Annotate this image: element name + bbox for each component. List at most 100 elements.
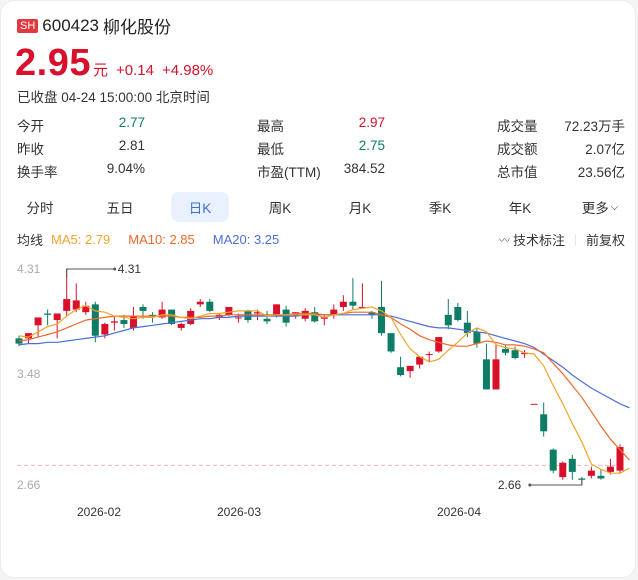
tab-2[interactable]: 日K [171,192,229,222]
stat-item: 今开 2.77 [17,115,145,135]
candle [502,344,510,356]
candle [473,327,481,348]
stock-title-row: SH 600423 柳化股份 [17,13,171,38]
candle [397,356,405,377]
price-row: 2.95 元 +0.14 +4.98% [15,43,213,83]
stat-value: 2.81 [118,137,145,153]
stats-row: 今开 2.77 最高 2.97 成交量 72.23万手 [17,113,625,136]
tab-5[interactable]: 季K [411,192,469,222]
tech-annotation-label: 技术标注 [512,233,565,248]
tab-6[interactable]: 年K [491,192,549,222]
stat-value: 384.52 [343,160,385,176]
min-annotation-label: 2.66 [498,478,522,492]
tab-0[interactable]: 分时 [11,192,69,222]
candle [110,316,118,331]
candle [444,299,452,330]
stat-item: 总市值 23.56亿 [497,161,625,181]
adjust-button[interactable]: 前复权 [585,233,625,248]
tab-label: 更多 [581,201,609,216]
tab-label: 周K [268,201,292,216]
tech-annotation-toggle[interactable]: 〰 技术标注 [499,230,565,249]
ma20-value: MA20: 3.25 [212,232,280,247]
candle [530,403,538,405]
candle [378,280,386,336]
divider [574,233,576,246]
stat-item: 最低 2.75 [257,138,385,158]
tab-3[interactable]: 周K [251,192,309,222]
candle [416,356,424,369]
tab-label: 五日 [106,201,134,216]
market-status: 已收盘 04-24 15:00:00 北京时间 [17,90,210,105]
max-annotation-line [66,268,115,277]
max-annotation-label: 4.31 [118,262,142,276]
stat-value: 2.75 [358,137,385,153]
candle [521,350,529,359]
chart-options: 〰 技术标注 前复权 [499,230,625,249]
ma10-value: MA10: 2.85 [128,232,195,247]
candle [454,303,462,322]
tab-label: 年K [508,201,532,216]
candle [82,301,90,315]
stats-row: 换手率 9.04% 市盈(TTM) 384.52 总市值 23.56亿 [17,159,625,182]
candle [387,333,395,353]
ma-legend-bar: 均线 MA5: 2.79 MA10: 2.85 MA20: 3.25 〰 技术标… [17,230,625,249]
candle [215,313,223,321]
min-annotation-line [529,479,583,486]
period-tabs: 分时 五日 日K 周K 月K 季K 年K 更多 ⌵ [11,192,629,222]
candle [25,333,33,344]
candle [549,448,557,474]
exchange-badge: SH [17,18,39,33]
tab-1[interactable]: 五日 [91,192,149,222]
stat-item: 成交量 72.23万手 [497,115,625,135]
candle [406,365,414,378]
stat-item: 成交额 2.07亿 [497,138,625,158]
candle [559,461,567,480]
stat-value: 2.07亿 [585,141,625,157]
candle [91,301,99,343]
stat-label: 市盈(TTM) [257,164,321,180]
ma20-line [18,314,630,409]
candle [196,299,204,307]
stock-code: 600423 [42,15,100,35]
y-axis-label: 4.31 [17,262,41,276]
candle [606,458,614,475]
candle [587,466,595,479]
candle [53,313,61,339]
x-axis-label: 2026-04 [437,505,481,519]
stat-value: 2.77 [118,114,145,130]
candle [187,308,195,326]
candle [206,299,214,313]
candle [425,351,433,362]
stat-value: 2.97 [358,114,385,130]
candle [72,283,80,313]
candle [435,337,443,353]
y-axis-label: 3.48 [17,367,41,381]
tab-4[interactable]: 月K [331,192,389,222]
candle [44,309,52,326]
price-unit: 元 [92,62,108,79]
tab-label: 分时 [26,201,54,216]
candle [263,310,271,324]
stock-name: 柳化股份 [103,18,172,37]
candlestick-chart[interactable]: 4.31 3.48 2.66 4.31 2.66 2026-02 2026-03 2026-0… [1,256,637,526]
price-change: +0.14 [115,62,154,79]
candle [616,444,624,474]
stat-label: 成交额 [497,141,538,157]
chevron-down-icon: ⌵ [610,201,619,213]
candle [492,343,500,390]
candle [330,304,338,319]
candle [349,278,357,310]
candle [177,322,185,331]
ma10-line [18,311,630,461]
x-axis-label: 2026-02 [77,505,121,519]
candle [597,469,605,480]
stat-item: 市盈(TTM) 384.52 [257,161,385,181]
eye-closed-icon: 〰 [498,234,510,247]
stat-item: 昨收 2.81 [17,138,145,158]
stat-item: 最高 2.97 [257,115,385,135]
tab-7[interactable]: 更多 ⌵ [571,192,629,222]
ma-label: 均线 [17,233,44,248]
stat-label: 最低 [257,141,284,157]
x-axis-label: 2026-03 [217,505,261,519]
ma5-value: MA5: 2.79 [51,232,111,247]
